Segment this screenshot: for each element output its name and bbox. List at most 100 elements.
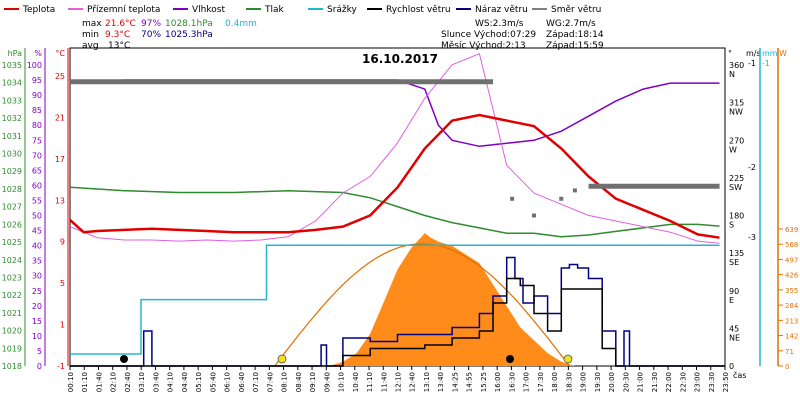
x-tick-label: 08:40 (295, 372, 303, 392)
axis-unit-label: hPa (8, 49, 23, 58)
w-tick-label: 213 (785, 317, 798, 325)
x-tick-label: 01:40 (95, 372, 103, 392)
x-tick-label: 12:40 (409, 372, 417, 392)
wind-direction-point (572, 188, 577, 193)
stats-min-hum: 70% (141, 30, 161, 40)
x-tick-label: 20:00 (608, 372, 616, 392)
wind-direction-point (510, 196, 515, 201)
info-sun-rise: Slunce Východ:07:29 (441, 30, 536, 40)
w-unit-label: W (779, 49, 787, 58)
x-tick-label: 13:10 (423, 372, 431, 392)
legend-label: Tlak (264, 5, 285, 15)
x-tick-label: 05:10 (195, 372, 203, 392)
x-tick-label: 20:30 (622, 372, 630, 392)
x-tick-label: 16:00 (494, 372, 502, 392)
x-tick-label: 18:30 (565, 372, 573, 392)
stats-min-temp: 9.3°C (105, 30, 130, 40)
axis-tick-label: 45 (32, 227, 42, 236)
axis-tick-label: 17 (55, 155, 65, 164)
axis-tick-label: 100 (27, 61, 42, 70)
axis-tick-label: 25 (55, 72, 65, 81)
dir-tick-label: 315 (729, 99, 744, 108)
legend-label: Přízemní teplota (87, 5, 160, 15)
x-tick-label: 22:00 (665, 372, 673, 392)
ms-tick-label: -2 (748, 163, 756, 172)
axis-tick-label: 25 (32, 287, 42, 296)
ms-tick-label: -1 (748, 59, 756, 68)
x-tick-label: 09:10 (309, 372, 317, 392)
info-wg: WG:2.7m/s (546, 19, 596, 29)
dir-tick-label: 360 (729, 61, 744, 70)
x-tick-label: 06:40 (238, 372, 246, 392)
axis-tick-label: 1019 (2, 344, 22, 353)
w-tick-label: 426 (785, 272, 799, 280)
dir-tick-label: 0 (729, 362, 734, 371)
legend-label: Srážky (327, 5, 358, 15)
x-tick-label: 14:55 (466, 372, 474, 392)
w-tick-label: 0 (785, 363, 789, 371)
x-tick-label: 16:30 (508, 372, 516, 392)
wind-direction-point (531, 213, 536, 218)
axis-tick-label: 65 (32, 166, 42, 175)
dir-tick-label: 270 (729, 136, 744, 145)
axis-tick-label: 1029 (2, 167, 22, 176)
dir-tick-label: N (729, 70, 735, 79)
axis-unit-label: °C (55, 49, 65, 58)
x-tick-label: 17:30 (537, 372, 545, 392)
stats-max-hum: 97% (141, 19, 161, 29)
x-tick-label: 21:00 (637, 372, 645, 392)
moon-rise-marker (120, 355, 128, 363)
stats-max-label: max (82, 19, 102, 29)
axis-tick-label: 80 (32, 121, 42, 130)
stats-max-rain: 0.4mm (225, 19, 257, 29)
x-tick-label: 15:25 (480, 372, 488, 392)
axis-tick-label: 70 (32, 151, 42, 160)
axis-tick-label: 40 (32, 242, 42, 251)
wind-direction-point (559, 196, 564, 201)
x-tick-label: 02:40 (124, 372, 132, 392)
series-pressure (69, 186, 720, 238)
x-tick-label: 07:10 (252, 372, 260, 392)
axis-tick-label: 55 (32, 196, 42, 205)
axis-tick-label: 85 (32, 106, 42, 115)
stats-max-temp: 21.6°C (105, 19, 136, 29)
x-tick-label: 04:40 (181, 372, 189, 392)
x-tick-label: 11:40 (380, 372, 388, 392)
sun-rise-marker (277, 354, 287, 364)
x-tick-label: 23:50 (722, 372, 730, 392)
w-tick-label: 568 (785, 241, 798, 249)
w-tick-label: 355 (785, 287, 798, 295)
legend-label: Teplota (22, 5, 55, 15)
axis-tick-label: 1 (60, 321, 65, 330)
axis-tick-label: 5 (37, 347, 42, 356)
axis-tick-label: 90 (32, 91, 42, 100)
x-tick-label: 17:00 (523, 372, 531, 392)
x-tick-label: 07:40 (266, 372, 274, 392)
w-tick-label: 639 (785, 226, 798, 234)
legend: Teplota Přízemní teplota Vlhkost Tlak Srážky… (4, 5, 601, 15)
axis-tick-label: 75 (32, 136, 42, 145)
axis-tick-label: 1023 (2, 273, 22, 282)
dir-tick-label: E (729, 296, 734, 305)
x-tick-label: 02:10 (110, 372, 118, 392)
stats-avg-label: avg (82, 41, 99, 51)
x-tick-label: 08:10 (281, 372, 289, 392)
axis-tick-label: 30 (32, 272, 42, 281)
dir-tick-label: 180 (729, 212, 744, 221)
axis-tick-label: 1032 (2, 114, 22, 123)
info-block: WS:2.3m/s WG:2.7m/s Slunce Východ:07:29 … (441, 19, 604, 51)
dir-tick-label: 90 (729, 287, 739, 296)
x-tick-label: 14:25 (451, 372, 459, 392)
dir-tick-label: W (729, 145, 737, 154)
axis-tick-label: 1031 (2, 132, 22, 141)
x-tick-label: 09:40 (323, 372, 331, 392)
axis-tick-label: 1027 (2, 203, 22, 212)
chart-title: 16.10.2017 (362, 52, 438, 66)
x-tick-label: 22:30 (679, 372, 687, 392)
axis-tick-label: 5 (60, 279, 65, 288)
legend-label: Vlhkost (192, 5, 225, 15)
dir-tick-label: 135 (729, 249, 744, 258)
